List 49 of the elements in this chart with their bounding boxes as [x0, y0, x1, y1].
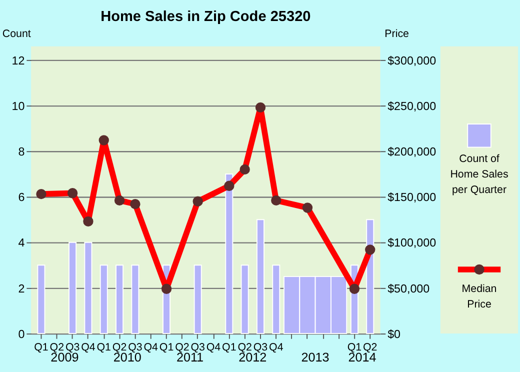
y-tick-label: 2	[18, 282, 25, 296]
chart-title: Home Sales in Zip Code 25320	[100, 9, 311, 26]
x-tick-label: Q3	[65, 342, 80, 354]
x-tick-label: Q4	[269, 342, 284, 354]
x-tick-label: Q4	[206, 342, 221, 354]
y2-tick-label: $0	[388, 328, 402, 341]
y-axis-title: Count	[2, 28, 31, 40]
x-tick-label: Q1	[222, 342, 236, 354]
y2-tick-label: $300,000	[388, 54, 437, 68]
bar	[272, 264, 280, 334]
bar	[116, 264, 124, 334]
x-tick-label: Q2	[238, 342, 252, 354]
x-tick-label: Q1	[159, 342, 174, 354]
legend-label: Median Price	[462, 282, 497, 310]
x-tick-label: Q3	[253, 342, 268, 354]
x-tick-label: Q2	[112, 342, 127, 354]
bar	[100, 264, 108, 334]
legend-label: Count of Home Sales per Quarter	[450, 152, 508, 196]
bar	[84, 242, 92, 334]
y-tick-label: 4	[18, 236, 26, 250]
x-tick-label: Q2	[50, 342, 64, 354]
y2-tick-label: $50,000	[388, 282, 430, 296]
bar	[37, 264, 46, 334]
x-tick-label: Q1	[96, 342, 112, 354]
y-tick-label: 6	[18, 191, 25, 204]
x-tick-label: Q2	[363, 342, 378, 354]
x-tick-label: Q4	[81, 342, 96, 354]
x-tick-label: Q2	[175, 342, 190, 354]
bar	[240, 264, 249, 334]
bar	[225, 174, 234, 334]
bar	[194, 264, 202, 334]
bar	[131, 264, 140, 334]
x-tick-label: Q4	[144, 342, 158, 354]
text: 2013	[301, 350, 330, 365]
y2-tick-label: $250,000	[388, 100, 437, 113]
y2-tick-label: $150,000	[388, 191, 437, 204]
y-tick-label: 10	[12, 100, 26, 113]
y-tick-label: 8	[18, 146, 25, 159]
y-tick-label: 12	[12, 54, 25, 68]
x-tick-label: Q3	[128, 342, 142, 354]
y-tick-label: 0	[18, 328, 26, 341]
y2-axis-title: Price	[384, 28, 410, 40]
x-tick-label: Q1	[347, 342, 362, 354]
bar	[256, 219, 264, 334]
bar	[68, 242, 77, 334]
x-tick-label: Q1	[34, 342, 48, 354]
y2-tick-label: $200,000	[388, 146, 437, 159]
x-tick-label: Q3	[190, 342, 206, 354]
y2-tick-label: $100,000	[388, 236, 437, 250]
